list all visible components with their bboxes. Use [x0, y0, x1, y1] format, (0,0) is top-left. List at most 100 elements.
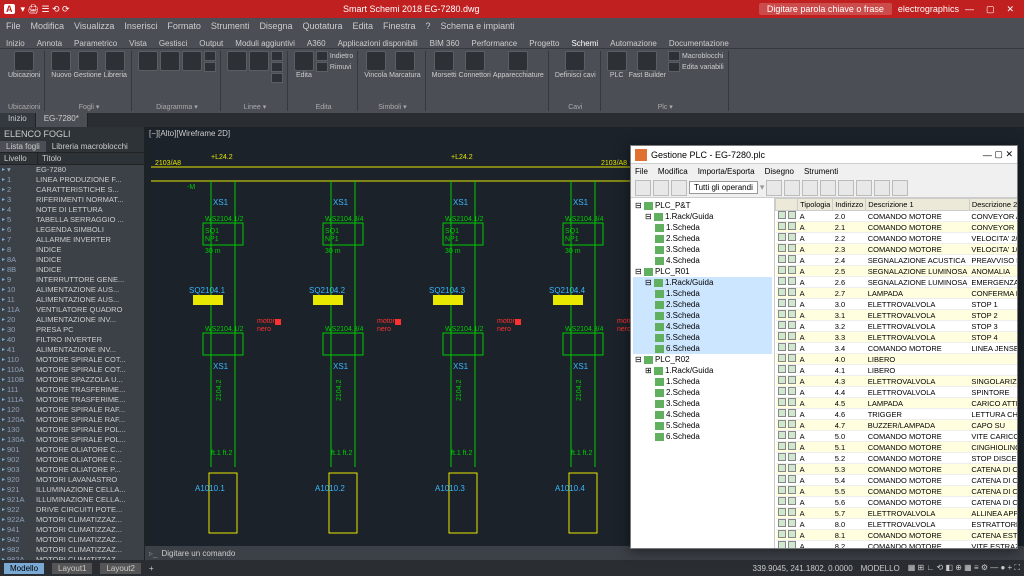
plc-row[interactable]: A5.4COMANDO MOTORECATENA DI CARICO SECO — [776, 475, 1018, 486]
help-search[interactable]: Digitare parola chiave o frase — [759, 3, 892, 15]
sheet-row[interactable]: 110AMOTORE SPIRALE COT... — [0, 365, 144, 375]
plc-row[interactable]: A4.1LIBERO — [776, 365, 1018, 376]
plc-col[interactable]: Tipologia — [798, 199, 833, 211]
plc-operand-filter[interactable]: Tutti gli operandi — [689, 181, 758, 194]
model-tab[interactable]: Modello — [4, 563, 44, 574]
plc-tree-node[interactable]: 3.Scheda — [633, 244, 772, 255]
sheet-row[interactable]: 3RIFERIMENTI NORMAT... — [0, 195, 144, 205]
ribbon-tab[interactable]: Inizio — [6, 39, 25, 48]
sheet-row[interactable]: 6LEGENDA SIMBOLI — [0, 225, 144, 235]
ribbon-tab[interactable]: Automazione — [610, 39, 657, 48]
sheet-row[interactable]: 982AMOTORI CLIMATIZZAZ... — [0, 555, 144, 560]
plc-col[interactable] — [776, 199, 798, 211]
plc-row[interactable]: A5.6COMANDO MOTORECATENA DI CARICO INDIE — [776, 497, 1018, 508]
ribbon-small-btn[interactable] — [271, 62, 283, 72]
plc-menu-item[interactable]: Modifica — [658, 167, 688, 176]
ribbon-btn[interactable] — [249, 51, 269, 72]
sheet-row[interactable]: 11AVENTILATORE QUADRO — [0, 305, 144, 315]
sheet-row[interactable]: 130AMOTORE SPIRALE POL... — [0, 435, 144, 445]
ribbon-btn[interactable]: Morsetti — [432, 51, 457, 79]
sheet-row[interactable]: 921AILLUMINAZIONE CELLA... — [0, 495, 144, 505]
plc-row[interactable]: A5.7ELETTROVALVOLAALLINEA APPENDINI — [776, 508, 1018, 519]
ribbon-btn[interactable]: Connettori — [459, 51, 491, 79]
sheet-row[interactable]: 903MOTORE OLIATORE P... — [0, 465, 144, 475]
menu-item[interactable]: Finestra — [383, 21, 416, 31]
plc-row[interactable]: A3.4COMANDO MOTORELINEA JENSEN — [776, 343, 1018, 354]
plc-row[interactable]: A3.0ELETTROVALVOLASTOP 1 — [776, 299, 1018, 310]
plc-tree-node[interactable]: 1.Scheda — [633, 222, 772, 233]
plc-row[interactable]: A2.7LAMPADACONFERMA PUNTO MANU — [776, 288, 1018, 299]
menu-item[interactable]: Schema e impianti — [441, 21, 515, 31]
plc-tree-node[interactable]: 5.Scheda — [633, 332, 772, 343]
menu-item[interactable]: Strumenti — [211, 21, 250, 31]
ribbon-tab[interactable]: Performance — [471, 39, 517, 48]
qat[interactable]: ▾ 🖨 ☰ ⟲ ⟳ — [21, 4, 70, 15]
plc-tb-btn[interactable] — [838, 180, 854, 196]
plc-row[interactable]: A4.4ELETTROVALVOLASPINTORE — [776, 387, 1018, 398]
plc-tree-node[interactable]: 3.Scheda — [633, 310, 772, 321]
plc-row[interactable]: A3.2ELETTROVALVOLASTOP 3 — [776, 321, 1018, 332]
plc-tree-node[interactable]: ⊟ 1.Rack/Guida — [633, 277, 772, 288]
plc-tb-btn[interactable] — [635, 180, 651, 196]
sidebar-tab[interactable]: Libreria macroblocchi — [46, 141, 134, 152]
sheet-row[interactable]: 10ALIMENTAZIONE AUS... — [0, 285, 144, 295]
menu-item[interactable]: Visualizza — [74, 21, 114, 31]
close-button[interactable]: ✕ — [1000, 4, 1020, 15]
plc-row[interactable]: A2.3COMANDO MOTOREVELOCITA' 1/3 — [776, 244, 1018, 255]
sheet-row[interactable]: 7ALLARME INVERTER — [0, 235, 144, 245]
ribbon-btn[interactable]: Marcatura — [389, 51, 421, 79]
sheet-row[interactable]: 20ALIMENTAZIONE INV... — [0, 315, 144, 325]
ribbon-small-btn[interactable] — [271, 51, 283, 61]
ribbon-btn[interactable]: Ubicazioni — [8, 51, 40, 79]
add-layout[interactable]: + — [149, 564, 154, 573]
plc-tree-node[interactable]: ⊞ 1.Rack/Guida — [633, 365, 772, 376]
sheet-row[interactable]: 110BMOTORE SPAZZOLA U... — [0, 375, 144, 385]
menu-item[interactable]: Quotatura — [302, 21, 342, 31]
plc-toolbar[interactable]: Tutti gli operandi ▾ — [631, 178, 1017, 198]
menu-item[interactable]: File — [6, 21, 21, 31]
ribbon-tab-strip[interactable]: InizioAnnotaParametricoVistaGestisciOutp… — [0, 34, 1024, 49]
plc-row[interactable]: A5.2COMANDO MOTORESTOP DISCESA CAPO SU — [776, 453, 1018, 464]
menu-item[interactable]: Edita — [353, 21, 374, 31]
plc-tree-node[interactable]: 4.Scheda — [633, 255, 772, 266]
plc-row[interactable]: A4.5LAMPADACARICO ATTIVO — [776, 398, 1018, 409]
space-mode[interactable]: MODELLO — [861, 564, 900, 573]
ribbon-tab[interactable]: Schemi — [571, 39, 598, 48]
menu-item[interactable]: ? — [426, 21, 431, 31]
plc-row[interactable]: A3.1ELETTROVALVOLASTOP 2 — [776, 310, 1018, 321]
plc-tree-node[interactable]: ⊟ PLC_R01 — [633, 266, 772, 277]
plc-col[interactable]: Descrizione 1 — [866, 199, 970, 211]
ribbon-btn[interactable] — [138, 51, 158, 72]
ribbon-tab[interactable]: Parametrico — [74, 39, 117, 48]
menu-item[interactable]: Inserisci — [124, 21, 157, 31]
plc-col[interactable]: Indirizzo — [833, 199, 866, 211]
sheet-row[interactable]: 11ALIMENTAZIONE AUS... — [0, 295, 144, 305]
menu-item[interactable]: Formato — [167, 21, 201, 31]
ribbon-tab[interactable]: Applicazioni disponibili — [338, 39, 418, 48]
sheet-row[interactable]: 120AMOTORE SPIRALE RAF... — [0, 415, 144, 425]
sheet-row[interactable]: 8AINDICE — [0, 255, 144, 265]
plc-row[interactable]: A5.1COMANDO MOTORECINGHIOLINO CARICO — [776, 442, 1018, 453]
plc-row[interactable]: A4.3ELETTROVALVOLASINGOLARIZZATORE — [776, 376, 1018, 387]
ribbon-small-btn[interactable]: Indietro — [316, 51, 353, 61]
sheet-row[interactable]: 941MOTORI CLIMATIZZAZ... — [0, 525, 144, 535]
menu-item[interactable]: Modifica — [31, 21, 65, 31]
plc-row[interactable]: A2.4SEGNALAZIONE ACUSTICAPREAVVISO MARCI… — [776, 255, 1018, 266]
plc-tb-btn[interactable] — [766, 180, 782, 196]
sheet-row[interactable]: 120MOTORE SPIRALE RAF... — [0, 405, 144, 415]
sheet-row[interactable]: 921ILLUMINAZIONE CELLA... — [0, 485, 144, 495]
plc-tree-node[interactable]: 4.Scheda — [633, 409, 772, 420]
doc-tab[interactable]: Inizio — [0, 113, 36, 127]
col-level[interactable]: Livello — [0, 153, 38, 164]
plc-row[interactable]: A5.0COMANDO MOTOREVITE CARICO — [776, 431, 1018, 442]
ribbon-tab[interactable]: BIM 360 — [430, 39, 460, 48]
ribbon-tab[interactable]: Progetto — [529, 39, 559, 48]
sheet-row[interactable]: 111AMOTORE TRASFERIME... — [0, 395, 144, 405]
sheet-row[interactable]: 982MOTORI CLIMATIZZAZ... — [0, 545, 144, 555]
sheet-row[interactable]: 901MOTORE OLIATORE C... — [0, 445, 144, 455]
plc-row[interactable]: A8.1COMANDO MOTORECATENA ESTRAZIONE — [776, 530, 1018, 541]
ribbon-btn[interactable]: PLC — [607, 51, 627, 79]
sheet-row[interactable]: 922DRIVE CIRCUITI POTE... — [0, 505, 144, 515]
plc-row[interactable]: A4.7BUZZER/LAMPADACAPO SU — [776, 420, 1018, 431]
ribbon-btn[interactable]: Vincola — [364, 51, 387, 79]
